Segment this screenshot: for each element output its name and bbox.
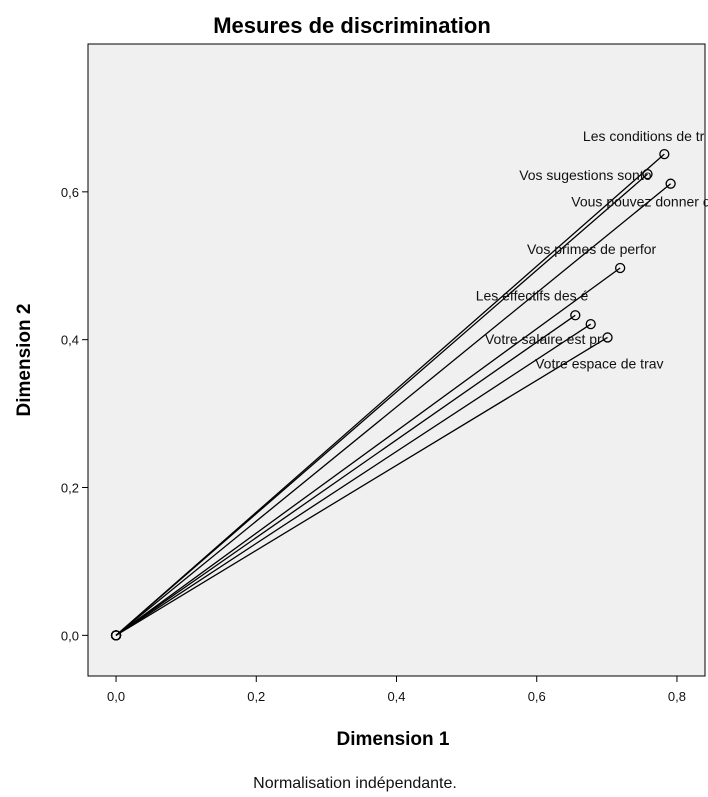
point-label: Votre salaire est pr — [485, 331, 602, 347]
y-tick-label: 0,2 — [61, 481, 79, 496]
y-axis-title: Dimension 2 — [14, 304, 35, 417]
point-label: Vos sugestions sonto — [519, 167, 652, 183]
vector-line — [115, 336, 608, 636]
x-axis: 0,0 0,2 0,4 0,6 0,8 — [107, 676, 686, 704]
data-point — [570, 310, 581, 321]
point-label: Vos primes de perfor — [527, 241, 657, 257]
x-tick-label: 0,2 — [247, 689, 265, 704]
point-label: Votre espace de trav — [535, 355, 663, 371]
point-label: Vous pouvez donner d — [571, 194, 708, 210]
footnote: Normalisation indépendante. — [253, 775, 457, 792]
data-point — [615, 262, 626, 274]
data-point — [665, 178, 676, 189]
y-axis: 0,0 0,2 0,4 0,6 — [61, 185, 88, 643]
point-label: Les effectifs des é — [476, 287, 589, 303]
vector-line — [115, 173, 648, 636]
data-point — [585, 318, 596, 330]
vector-line — [115, 153, 665, 636]
data-points — [110, 148, 676, 641]
y-tick-label: 0,6 — [61, 185, 79, 200]
y-tick-label: 0,4 — [61, 333, 79, 348]
vector-line — [115, 183, 672, 636]
vector-line — [115, 267, 621, 636]
point-labels: Les conditions de tr Vos sugestions sonto… — [476, 128, 708, 371]
x-axis-title: Dimension 1 — [337, 729, 450, 750]
data-point — [642, 168, 653, 180]
y-tick-label: 0,0 — [61, 628, 79, 643]
x-tick-label: 0,8 — [668, 689, 686, 704]
vector-lines — [115, 153, 672, 636]
chart-title: Mesures de discrimination — [213, 13, 491, 38]
vector-line — [115, 314, 576, 636]
x-tick-label: 0,0 — [107, 689, 125, 704]
data-point — [602, 332, 613, 343]
vector-line — [115, 323, 592, 636]
x-tick-label: 0,4 — [387, 689, 405, 704]
origin-point — [110, 630, 122, 641]
data-point — [659, 148, 670, 160]
point-label: Les conditions de tr — [583, 128, 705, 144]
x-tick-label: 0,6 — [528, 689, 546, 704]
